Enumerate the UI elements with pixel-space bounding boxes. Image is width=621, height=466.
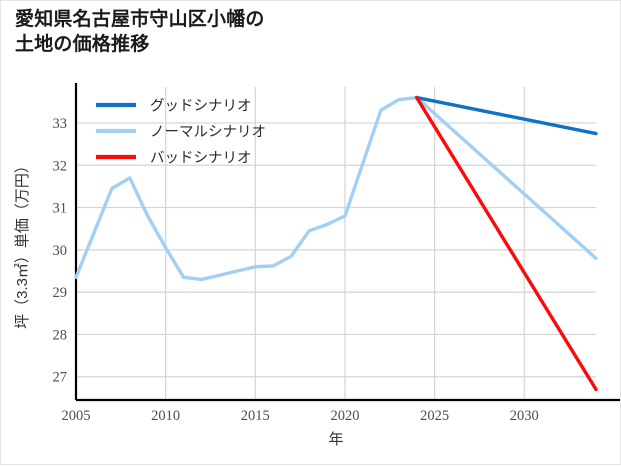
series-line [414, 95, 598, 392]
x-tick-label: 2005 [62, 408, 91, 424]
y-tick-label: 31 [53, 201, 68, 217]
y-tick-label: 27 [53, 370, 68, 386]
x-tick-label: 2010 [151, 408, 180, 424]
x-tick-label: 2020 [330, 408, 359, 424]
x-tick-label: 2025 [420, 408, 449, 424]
y-tick-labels: 27 28 29 30 31 32 33 [53, 116, 68, 386]
y-tick-label: 30 [53, 243, 68, 259]
page-title: 愛知県名古屋市守山区小幡の 土地の価格推移 [15, 9, 265, 56]
x-tick-labels: 2005 2010 2015 2020 2025 2030 [62, 408, 539, 424]
series-line [74, 95, 598, 282]
x-tick-label: 2030 [510, 408, 539, 424]
y-tick-label: 32 [53, 158, 68, 174]
series-line [414, 95, 598, 136]
y-tick-label: 33 [53, 116, 68, 132]
y-tick-label: 28 [53, 327, 68, 343]
legend-label: バッドシナリオ [150, 151, 252, 167]
legend-label: ノーマルシナリオ [150, 125, 266, 141]
series-lines [74, 95, 598, 392]
plot-axes [74, 83, 620, 402]
x-tick-label: 2015 [241, 408, 270, 424]
y-axis-title: 坪（3.3㎡）単価（万円） [14, 158, 31, 329]
x-axis-title: 年 [328, 431, 343, 448]
axis-titles: 年 坪（3.3㎡）単価（万円） [14, 158, 344, 448]
legend-label: グッドシナリオ [150, 98, 252, 115]
y-tick-label: 29 [53, 285, 68, 301]
